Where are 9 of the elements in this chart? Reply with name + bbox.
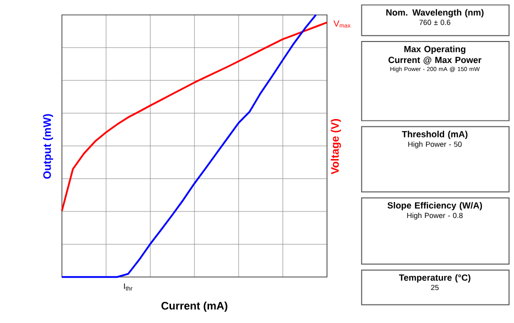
text: Max Operating Current @ Max Power xyxy=(388,46,482,65)
text: Slope Efficiency (W/A) xyxy=(388,202,482,211)
y-axis-title: Output (mW) xyxy=(42,114,54,180)
text: Temperature (°C) xyxy=(398,274,470,283)
x-axis-title: Current (mA) xyxy=(161,302,228,312)
text: V$_{max}$ xyxy=(334,20,350,28)
text: Nom. Wavelength (nm) xyxy=(386,9,484,18)
y2-axis-title: Voltage (V) xyxy=(330,119,341,174)
text: Threshold (mA) xyxy=(402,131,468,140)
